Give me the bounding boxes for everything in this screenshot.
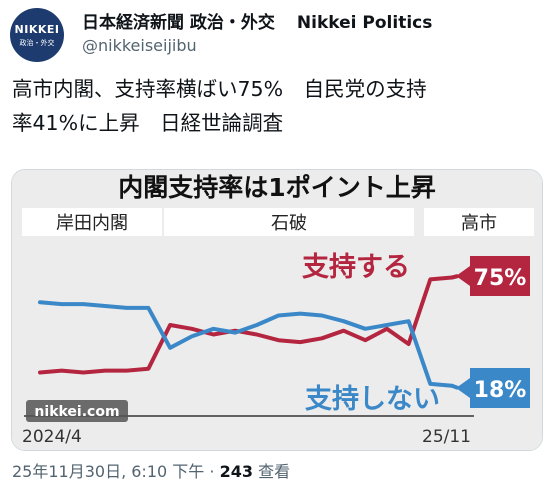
period-bar: 岸田内閣 石破 高市 (22, 208, 534, 236)
end-value-box-1 (470, 368, 530, 408)
period-label-2: 高市 (461, 213, 497, 234)
series-labels: 支持する 75% 支持しない 18% (302, 252, 530, 415)
watermark-bg (26, 400, 128, 422)
end-pointer-0 (456, 266, 470, 286)
period-box-2 (424, 208, 534, 236)
period-box-0 (22, 208, 162, 236)
chart-image-card[interactable]: 内閣支持率は1ポイント上昇 岸田内閣 石破 高市 支持する 75% 支持しない 18% n… (11, 169, 543, 451)
series-name-0: 支持する (302, 252, 410, 283)
chart-title: 内閣支持率は1ポイント上昇 (118, 173, 435, 202)
end-pointer-1 (456, 378, 470, 398)
support-rate-chart: 内閣支持率は1ポイント上昇 岸田内閣 石破 高市 支持する 75% 支持しない 18% n… (12, 170, 542, 450)
tweet-meta: 25年11月30日, 6:10 下午 · 243 查看 (12, 458, 290, 482)
period-label-1: 石破 (271, 213, 307, 234)
series-line-0 (38, 275, 454, 375)
display-name[interactable]: 日本経済新聞 政治・外交 Nikkei Politics (82, 8, 432, 33)
watermark: nikkei.com (34, 404, 119, 420)
account-handle[interactable]: @nikkeiseijibu (82, 36, 197, 55)
display-name-en: Nikkei Politics (296, 13, 433, 33)
series-line-1 (38, 300, 454, 388)
period-box-1 (164, 208, 414, 236)
end-value-label-1: 18% (474, 378, 527, 403)
series-name-1: 支持しない (305, 384, 440, 415)
view-label: 查看 (258, 462, 291, 481)
x-tick-start: 2024/4 (22, 427, 82, 447)
end-value-box-0 (470, 256, 530, 296)
meta-separator: · (209, 462, 215, 481)
avatar-logo-text: NIKKEI (14, 22, 60, 36)
timestamp[interactable]: 25年11月30日, 6:10 下午 (12, 462, 205, 481)
avatar[interactable]: NIKKEI 政治・外交 (10, 8, 64, 62)
plot-area (38, 275, 454, 388)
tweet-text: 高市内閣、支持率横ばい75% 自民党の支持 率41%に上昇 日経世論調査 (12, 77, 427, 135)
x-tick-end: 25/11 (422, 427, 471, 447)
avatar-subtext: 政治・外交 (19, 38, 55, 47)
end-connector-1 (451, 383, 459, 390)
view-count: 243 (219, 462, 253, 481)
end-connector-0 (451, 274, 459, 280)
end-value-label-0: 75% (474, 266, 527, 291)
period-label-0: 岸田内閣 (56, 213, 128, 234)
display-name-jp: 日本経済新聞 政治・外交 (82, 13, 275, 33)
